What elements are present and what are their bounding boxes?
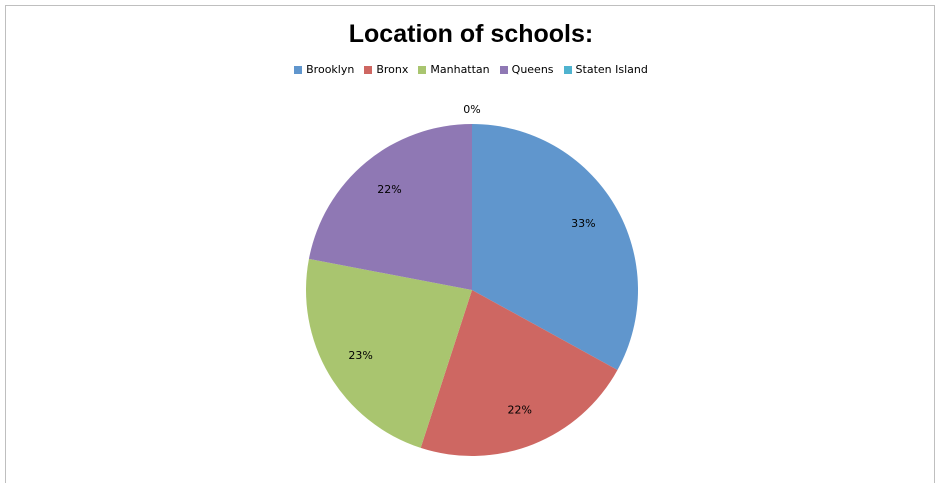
legend-item-bronx: Bronx bbox=[364, 63, 408, 76]
legend-swatch-queens bbox=[499, 65, 508, 74]
chart-legend: Brooklyn Bronx Manhattan Queens Staten I… bbox=[0, 63, 942, 76]
data-label-manhattan: 23% bbox=[348, 349, 372, 362]
pie-slice-bronx bbox=[420, 290, 618, 457]
chart-title: Location of schools: bbox=[348, 20, 594, 48]
legend-item-manhattan: Manhattan bbox=[418, 63, 490, 76]
data-label-staten-island: 0% bbox=[463, 103, 480, 116]
pie-slice-brooklyn bbox=[472, 124, 639, 370]
legend-label-queens: Queens bbox=[511, 63, 554, 76]
pie-slice-manhattan bbox=[305, 258, 472, 448]
legend-swatch-manhattan bbox=[418, 65, 427, 74]
data-label-queens: 22% bbox=[377, 183, 401, 196]
legend-label-brooklyn: Brooklyn bbox=[306, 63, 355, 76]
data-label-bronx: 22% bbox=[507, 403, 531, 416]
legend-item-brooklyn: Brooklyn bbox=[294, 63, 354, 76]
legend-swatch-brooklyn bbox=[294, 65, 303, 74]
legend-swatch-bronx bbox=[364, 65, 373, 74]
legend-label-manhattan: Manhattan bbox=[430, 63, 490, 76]
legend-item-queens: Queens bbox=[499, 63, 554, 76]
pie-data-labels: 33% 22% 23% 22% 0% bbox=[348, 103, 595, 416]
legend-swatch-staten-island bbox=[563, 65, 572, 74]
legend-label-bronx: Bronx bbox=[376, 63, 409, 76]
legend-item-staten-island: Staten Island bbox=[563, 63, 648, 76]
pie-slices bbox=[305, 124, 639, 457]
pie-slice-queens bbox=[308, 124, 472, 290]
legend-label-staten-island: Staten Island bbox=[575, 63, 648, 76]
data-label-brooklyn: 33% bbox=[571, 217, 595, 230]
